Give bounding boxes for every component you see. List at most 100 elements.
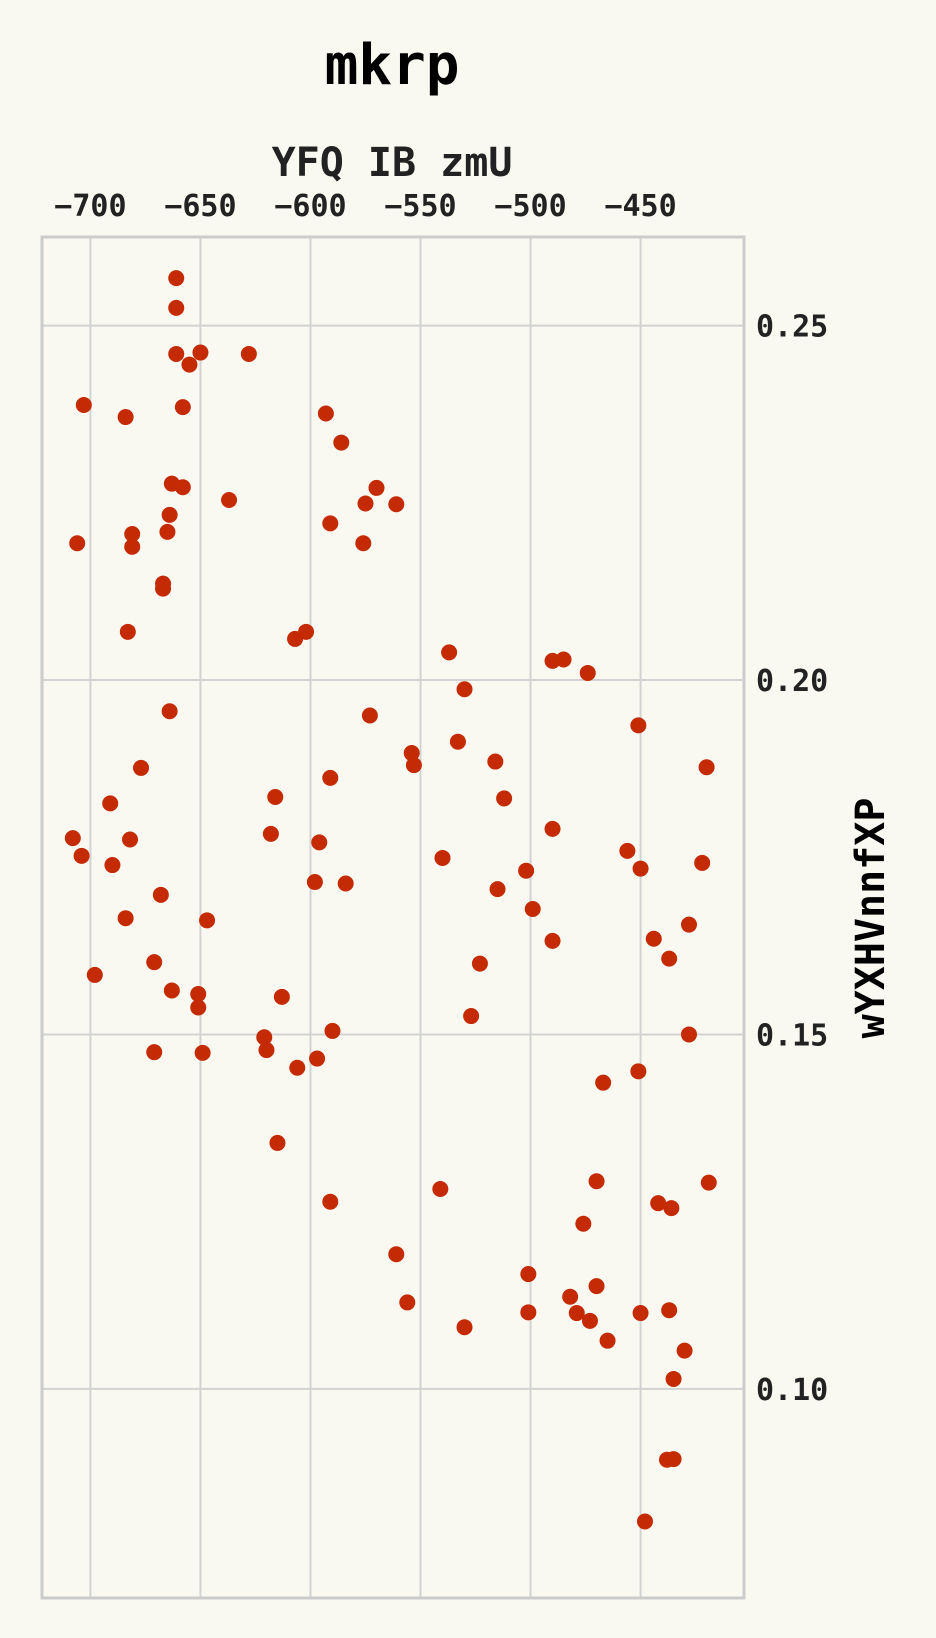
- data-point: [69, 535, 86, 552]
- data-point: [199, 912, 216, 929]
- data-point: [403, 745, 420, 762]
- data-point: [544, 932, 561, 949]
- data-point: [496, 790, 513, 807]
- data-point: [104, 857, 121, 874]
- data-point: [122, 831, 139, 848]
- data-point: [168, 299, 185, 316]
- data-point: [152, 886, 169, 903]
- data-point: [75, 396, 92, 413]
- data-point: [194, 1044, 211, 1061]
- data-point: [119, 623, 136, 640]
- data-point: [520, 1266, 537, 1283]
- data-point: [595, 1074, 612, 1091]
- data-point: [636, 1513, 653, 1530]
- y-axis-ticks: 0.10 0.15 0.20 0.25: [756, 310, 828, 1408]
- data-point: [64, 830, 81, 847]
- data-point: [645, 930, 662, 947]
- data-point: [192, 344, 209, 361]
- data-point: [357, 495, 374, 512]
- data-point: [581, 1312, 598, 1329]
- data-point: [588, 1278, 605, 1295]
- x-tick-label: −500: [494, 189, 566, 224]
- data-point: [190, 986, 207, 1003]
- data-point: [441, 644, 458, 661]
- data-point: [520, 1304, 537, 1321]
- data-point: [680, 916, 697, 933]
- y-tick-label: 0.10: [756, 1373, 828, 1408]
- data-point: [355, 535, 372, 552]
- data-point: [161, 703, 178, 720]
- data-point: [555, 651, 572, 668]
- data-point: [168, 270, 185, 287]
- data-point: [650, 1195, 667, 1212]
- data-point: [489, 881, 506, 898]
- data-point: [146, 954, 163, 971]
- data-point: [368, 479, 385, 496]
- data-point: [562, 1288, 579, 1305]
- data-point: [524, 900, 541, 917]
- data-point: [665, 1370, 682, 1387]
- data-point: [117, 910, 134, 927]
- data-point: [267, 788, 284, 805]
- data-point: [676, 1342, 693, 1359]
- x-tick-label: −550: [384, 189, 456, 224]
- data-point: [289, 1059, 306, 1076]
- data-points: [64, 270, 717, 1530]
- data-point: [124, 526, 141, 543]
- x-tick-label: −700: [54, 189, 126, 224]
- y-tick-label: 0.20: [756, 664, 828, 699]
- data-point: [399, 1294, 416, 1311]
- data-point: [155, 580, 172, 597]
- data-point: [680, 1026, 697, 1043]
- x-tick-label: −600: [274, 189, 346, 224]
- data-point: [322, 515, 339, 532]
- data-point: [322, 769, 339, 786]
- data-point: [337, 875, 354, 892]
- data-point: [258, 1042, 275, 1059]
- data-point: [579, 664, 596, 681]
- data-point: [256, 1029, 273, 1046]
- data-point: [588, 1173, 605, 1190]
- data-point: [174, 479, 191, 496]
- data-point: [146, 1044, 163, 1061]
- data-point: [163, 982, 180, 999]
- data-point: [632, 860, 649, 877]
- y-tick-label: 0.25: [756, 310, 828, 345]
- data-point: [599, 1332, 616, 1349]
- data-point: [159, 523, 176, 540]
- y-axis-label: wYXHVnnfXP: [848, 798, 894, 1039]
- data-point: [544, 820, 561, 837]
- data-point: [432, 1180, 449, 1197]
- data-point: [619, 842, 636, 859]
- data-point: [287, 630, 304, 647]
- data-point: [700, 1174, 717, 1191]
- data-point: [309, 1050, 326, 1067]
- data-point: [273, 988, 290, 1005]
- data-point: [487, 753, 504, 770]
- data-point: [518, 862, 535, 879]
- data-point: [694, 854, 711, 871]
- data-point: [575, 1215, 592, 1232]
- plot-frame: [40, 235, 746, 1600]
- data-point: [456, 681, 473, 698]
- x-tick-label: −450: [604, 189, 676, 224]
- data-point: [388, 496, 405, 513]
- data-point: [449, 733, 466, 750]
- x-axis-ticks: −700 −650 −600 −550 −500 −450: [54, 189, 676, 224]
- data-point: [405, 757, 422, 774]
- data-point: [630, 717, 647, 734]
- data-point: [311, 834, 328, 851]
- chart-title: mkrp: [325, 33, 460, 98]
- data-point: [240, 345, 257, 362]
- data-point: [661, 950, 678, 967]
- data-point: [322, 1193, 339, 1210]
- data-point: [456, 1319, 473, 1336]
- data-point: [463, 1008, 480, 1025]
- y-tick-label: 0.15: [756, 1018, 828, 1053]
- data-point: [86, 966, 103, 983]
- data-point: [434, 849, 451, 866]
- data-point: [632, 1305, 649, 1322]
- data-point: [168, 345, 185, 362]
